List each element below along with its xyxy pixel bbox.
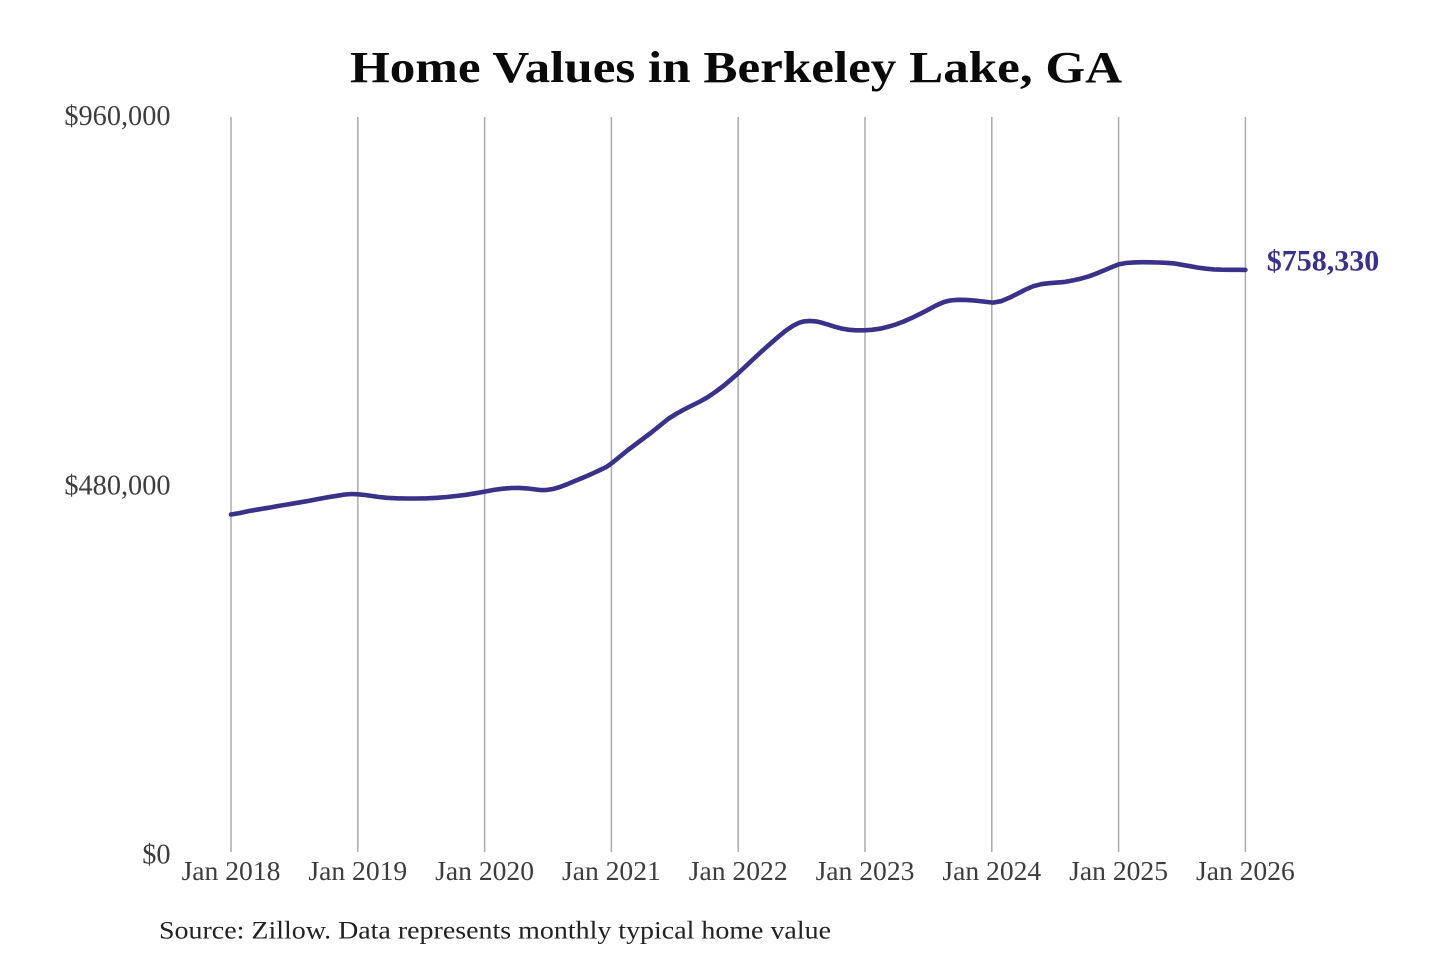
svg-text:Jan 2020: Jan 2020 (435, 855, 534, 886)
svg-text:Jan 2019: Jan 2019 (308, 855, 407, 886)
svg-text:Jan 2025: Jan 2025 (1069, 855, 1168, 886)
svg-text:Home Values in Berkeley Lake,: Home Values in Berkeley Lake, GA (350, 43, 1122, 92)
svg-text:Jan 2024: Jan 2024 (942, 855, 1041, 886)
svg-text:Jan 2022: Jan 2022 (689, 855, 788, 886)
svg-text:Jan 2018: Jan 2018 (182, 855, 281, 886)
svg-text:Jan 2023: Jan 2023 (816, 855, 915, 886)
svg-text:$0: $0 (142, 840, 170, 871)
svg-text:Jan 2021: Jan 2021 (562, 855, 661, 886)
svg-text:$480,000: $480,000 (64, 470, 170, 501)
svg-text:Jan 2026: Jan 2026 (1196, 855, 1295, 886)
svg-text:$758,330: $758,330 (1267, 244, 1380, 277)
svg-text:Source: Zillow. Data represent: Source: Zillow. Data represents monthly … (159, 918, 831, 945)
svg-text:$960,000: $960,000 (64, 101, 170, 132)
